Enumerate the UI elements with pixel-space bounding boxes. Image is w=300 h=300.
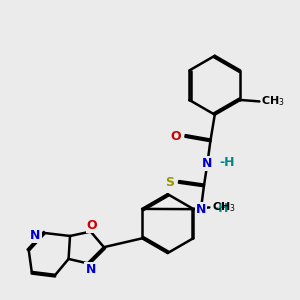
Text: N: N [85, 263, 96, 276]
Text: O: O [87, 219, 98, 232]
Text: N: N [196, 203, 206, 216]
Text: N: N [202, 157, 213, 170]
Text: N: N [30, 230, 40, 242]
Text: O: O [170, 130, 181, 143]
Text: S: S [165, 176, 174, 189]
Text: -H: -H [213, 202, 229, 215]
Text: CH$_3$: CH$_3$ [212, 200, 236, 214]
Text: -H: -H [220, 156, 235, 169]
Text: CH$_3$: CH$_3$ [262, 94, 285, 108]
